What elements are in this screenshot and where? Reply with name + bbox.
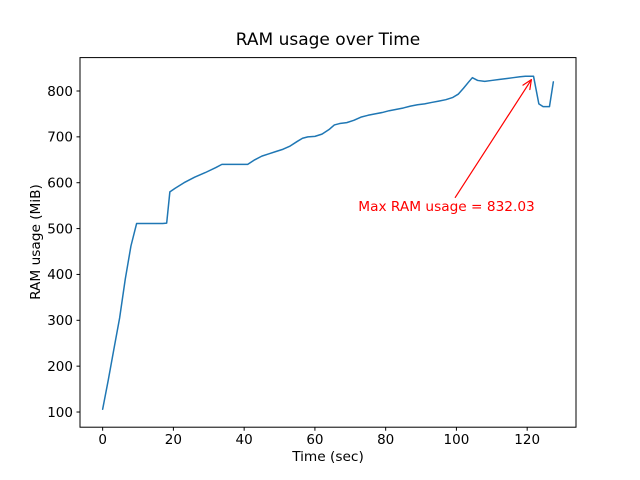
x-axis-label: Time (sec): [292, 449, 364, 465]
max-ram-annotation: Max RAM usage = 832.03: [358, 199, 535, 216]
y-tick-label: 300: [47, 313, 73, 329]
x-tick-label: 40: [236, 432, 253, 448]
y-tick-label: 100: [47, 405, 73, 421]
y-tick-label: 400: [47, 267, 73, 283]
y-axis-label: RAM usage (MiB): [28, 184, 44, 300]
x-tick-label: 120: [514, 432, 540, 448]
y-tick-label: 600: [47, 176, 73, 192]
y-tick-label: 500: [47, 221, 73, 237]
x-tick-label: 100: [444, 432, 470, 448]
x-tick-label: 80: [377, 432, 394, 448]
annotation-arrowhead: [529, 79, 532, 91]
annotation-arrow-shaft: [454, 79, 532, 199]
x-tick-label: 60: [306, 432, 323, 448]
x-tick-label: 20: [165, 432, 182, 448]
y-tick-label: 200: [47, 359, 73, 375]
axes-spines: [79, 57, 577, 428]
x-tick-label: 0: [98, 432, 107, 448]
ram-usage-line: [101, 75, 555, 411]
y-tick-label: 800: [47, 84, 73, 100]
chart-title: RAM usage over Time: [235, 30, 421, 50]
annotation-arrowhead: [522, 79, 532, 86]
y-tick-label: 700: [47, 130, 73, 146]
